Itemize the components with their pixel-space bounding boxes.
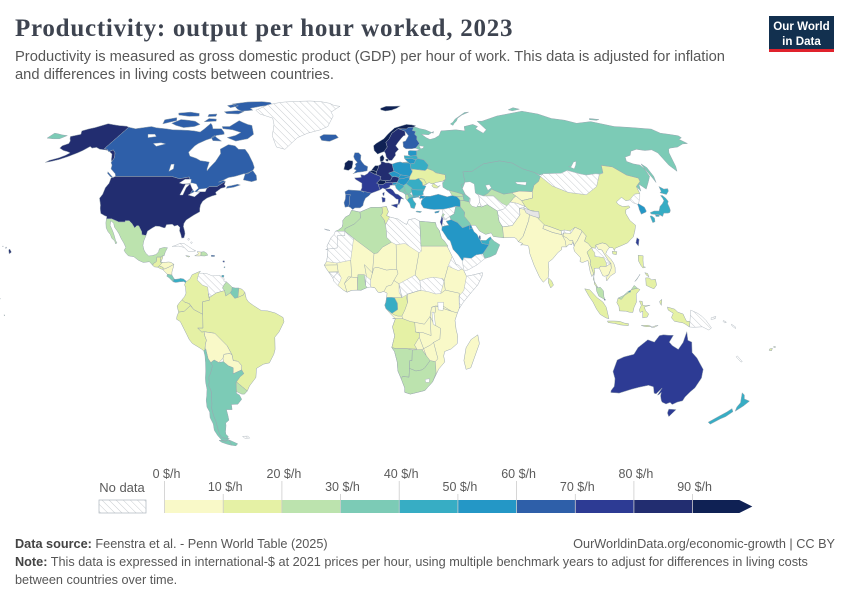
svg-text:80 $/h: 80 $/h	[619, 467, 654, 481]
svg-text:70 $/h: 70 $/h	[560, 480, 595, 494]
svg-text:40 $/h: 40 $/h	[384, 467, 419, 481]
svg-text:90 $/h: 90 $/h	[677, 480, 712, 494]
svg-text:30 $/h: 30 $/h	[325, 480, 360, 494]
svg-text:50 $/h: 50 $/h	[443, 480, 478, 494]
svg-text:20 $/h: 20 $/h	[267, 467, 302, 481]
svg-text:60 $/h: 60 $/h	[501, 467, 536, 481]
svg-text:0 $/h: 0 $/h	[153, 467, 181, 481]
svg-text:No data: No data	[99, 480, 145, 495]
svg-text:10 $/h: 10 $/h	[208, 480, 243, 494]
